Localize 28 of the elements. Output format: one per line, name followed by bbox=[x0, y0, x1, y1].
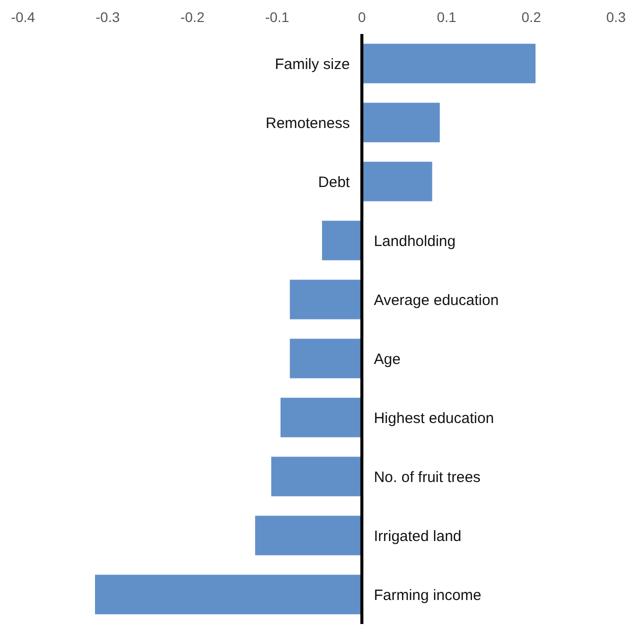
bar bbox=[271, 456, 362, 496]
y-tick-label: Highest education bbox=[374, 410, 494, 427]
x-tick-label: -0.1 bbox=[265, 9, 290, 25]
bar bbox=[362, 162, 432, 202]
x-tick-label: -0.4 bbox=[10, 9, 36, 25]
bar bbox=[290, 280, 362, 320]
bar bbox=[280, 398, 362, 438]
x-tick-label: -0.2 bbox=[180, 9, 205, 25]
x-tick-label: 0.1 bbox=[436, 9, 457, 25]
x-tick-label: -0.3 bbox=[96, 9, 120, 25]
bar bbox=[322, 220, 362, 260]
x-tick-label: 0 bbox=[358, 9, 366, 25]
x-tick-label: 0.3 bbox=[606, 9, 626, 25]
y-tick-label: Average education bbox=[374, 292, 499, 309]
bar bbox=[95, 574, 362, 614]
bar bbox=[255, 516, 362, 556]
y-tick-label: No. of fruit trees bbox=[374, 468, 481, 486]
y-tick-label: Remoteness bbox=[266, 114, 350, 132]
x-tick-label: 0.2 bbox=[522, 9, 542, 25]
bar bbox=[362, 44, 536, 84]
bar bbox=[290, 338, 362, 378]
y-tick-label: Age bbox=[374, 350, 401, 368]
y-tick-label: Irrigated land bbox=[374, 528, 462, 545]
y-tick-label: Farming income bbox=[374, 586, 482, 604]
bar bbox=[362, 102, 440, 142]
y-tick-label: Landholding bbox=[374, 232, 456, 250]
y-tick-label: Debt bbox=[318, 174, 351, 191]
y-tick-label: Family size bbox=[274, 56, 350, 73]
